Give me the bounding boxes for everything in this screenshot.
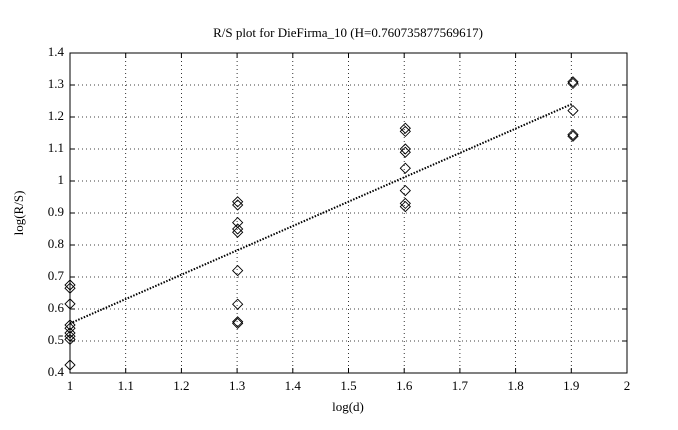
data-point [64, 282, 76, 294]
x-tick-label: 1.2 [173, 378, 189, 393]
y-tick-label: 0.5 [48, 332, 64, 347]
data-point [232, 298, 244, 310]
data-point [64, 359, 76, 371]
x-tick-label: 1.1 [118, 378, 134, 393]
data-point [232, 316, 244, 328]
data-point [232, 199, 244, 211]
data-point [232, 264, 244, 277]
y-tick-label: 1.1 [48, 140, 64, 155]
y-tick-label: 0.7 [48, 268, 65, 283]
data-point [399, 197, 411, 210]
data-point [64, 279, 76, 291]
data-point [567, 104, 579, 117]
x-tick-label: 1.4 [285, 378, 302, 393]
x-tick-label: 1.5 [340, 378, 356, 393]
data-point [399, 146, 411, 158]
data-point [399, 143, 411, 155]
data-point [232, 196, 244, 208]
y-tick-label: 1.3 [48, 76, 64, 91]
x-tick-label: 1.3 [229, 378, 245, 393]
data-point [232, 226, 244, 238]
data-point [399, 162, 411, 174]
y-tick-label: 1.2 [48, 108, 64, 123]
y-tick-label: 0.4 [48, 364, 65, 379]
data-point [399, 184, 411, 197]
data-point [399, 125, 411, 138]
x-tick-label: 1.7 [452, 378, 469, 393]
x-tick-label: 1.8 [507, 378, 523, 393]
x-tick-label: 1 [67, 378, 74, 393]
y-tick-label: 0.6 [48, 300, 65, 315]
data-point [399, 122, 411, 134]
data-point [567, 128, 579, 141]
y-tick-label: 1 [58, 172, 65, 187]
data-point [399, 200, 411, 213]
data-point [64, 319, 76, 331]
chart-title: R/S plot for DieFirma_10 (H=0.7607358775… [213, 25, 483, 40]
data-point [64, 298, 76, 310]
fit-line [69, 102, 574, 325]
data-point [64, 322, 76, 334]
data-point [64, 327, 76, 339]
data-point [232, 223, 244, 235]
data-point [64, 333, 76, 346]
y-axis-label: log(R/S) [11, 191, 26, 236]
data-point [567, 76, 579, 88]
x-tick-label: 1.6 [396, 378, 413, 393]
data-point [567, 130, 579, 142]
x-tick-label: 2 [624, 378, 631, 393]
x-axis-label: log(d) [332, 399, 364, 414]
x-tick-label: 1.9 [563, 378, 579, 393]
data-point [64, 330, 76, 342]
y-tick-label: 0.9 [48, 204, 64, 219]
y-tick-label: 1.4 [48, 44, 65, 59]
data-point [567, 77, 579, 90]
y-tick-label: 0.8 [48, 236, 64, 251]
data-point [232, 317, 244, 330]
